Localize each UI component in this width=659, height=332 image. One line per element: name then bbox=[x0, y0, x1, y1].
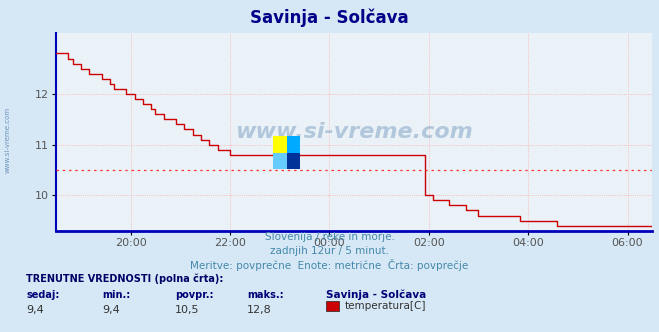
Text: Savinja - Solčava: Savinja - Solčava bbox=[250, 8, 409, 27]
Text: min.:: min.: bbox=[102, 290, 130, 299]
Text: temperatura[C]: temperatura[C] bbox=[345, 301, 426, 311]
Text: 10,5: 10,5 bbox=[175, 305, 199, 315]
Bar bbox=[287, 153, 300, 169]
Text: povpr.:: povpr.: bbox=[175, 290, 213, 299]
Text: zadnjih 12ur / 5 minut.: zadnjih 12ur / 5 minut. bbox=[270, 246, 389, 256]
Text: 9,4: 9,4 bbox=[26, 305, 44, 315]
Text: 12,8: 12,8 bbox=[247, 305, 272, 315]
Text: maks.:: maks.: bbox=[247, 290, 284, 299]
Text: 9,4: 9,4 bbox=[102, 305, 120, 315]
Bar bbox=[287, 136, 300, 153]
Text: TRENUTNE VREDNOSTI (polna črta):: TRENUTNE VREDNOSTI (polna črta): bbox=[26, 274, 224, 285]
Text: sedaj:: sedaj: bbox=[26, 290, 60, 299]
Text: www.si-vreme.com: www.si-vreme.com bbox=[5, 106, 11, 173]
Text: Meritve: povprečne  Enote: metrične  Črta: povprečje: Meritve: povprečne Enote: metrične Črta:… bbox=[190, 259, 469, 271]
Text: Slovenija / reke in morje.: Slovenija / reke in morje. bbox=[264, 232, 395, 242]
Bar bbox=[273, 153, 287, 169]
Text: Savinja - Solčava: Savinja - Solčava bbox=[326, 290, 426, 300]
Text: www.si-vreme.com: www.si-vreme.com bbox=[235, 122, 473, 142]
Bar bbox=[273, 136, 287, 153]
